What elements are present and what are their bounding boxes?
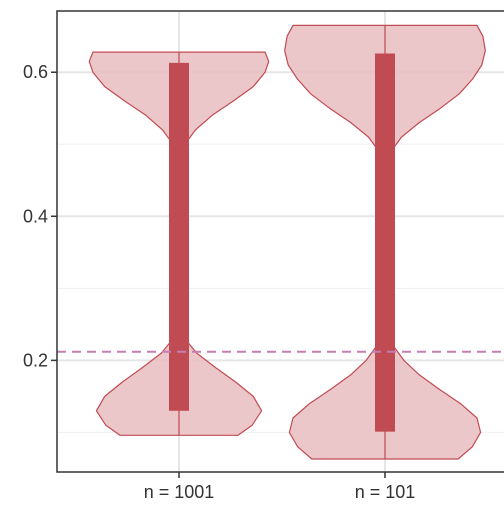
axes-layer: 0.2 0.4 0.6 n = 1001 n = 101 <box>23 10 504 502</box>
range-bar-2 <box>375 53 395 432</box>
y-tick-label: 0.2 <box>23 350 48 370</box>
plot-layer <box>57 24 504 460</box>
y-tick-label: 0.6 <box>23 62 48 82</box>
range-bar-1 <box>169 62 189 411</box>
x-tick-label: n = 1001 <box>144 482 215 502</box>
y-tick-label: 0.4 <box>23 206 48 226</box>
x-tick-label: n = 101 <box>355 482 416 502</box>
plot-border <box>56 10 504 473</box>
